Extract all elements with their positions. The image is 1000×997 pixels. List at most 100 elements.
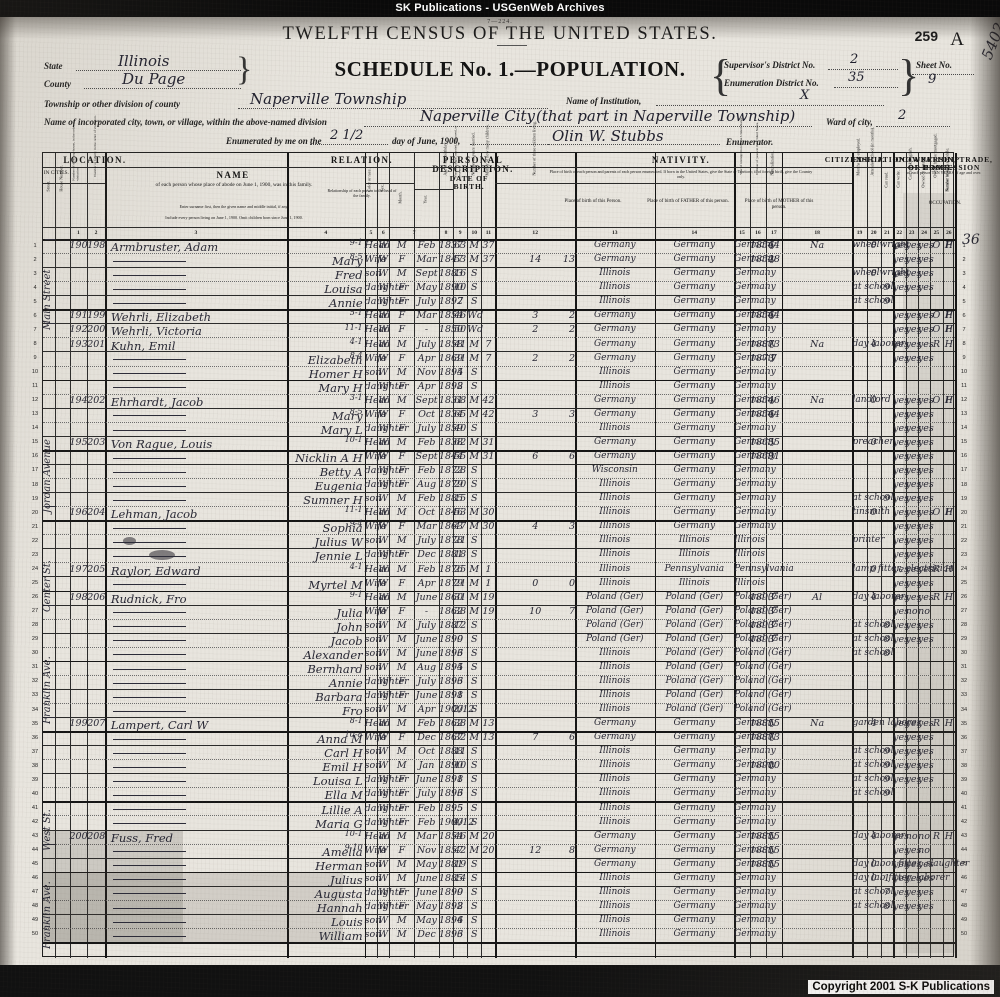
color-or-race: W [378,760,389,772]
marital-status: S [470,549,478,561]
color-or-race: W [378,591,389,603]
relation-to-head: Head [364,310,391,322]
column-rule [55,153,57,958]
sex: F [398,324,406,336]
can-speak-english: yes [917,718,934,730]
color-or-race: W [378,310,389,322]
birthplace-father: Germany [673,844,716,855]
birth-month: Oct [418,746,435,758]
color-or-race: W [378,633,389,645]
family-number: 206 [87,591,106,603]
owned-or-rented: R [932,563,940,575]
row-number-left: 13 [31,411,39,418]
ditto-mark [112,809,186,811]
nativity-col14-caption: Place of birth of FATHER of this person. [647,199,729,204]
children-born: 3 [532,408,539,420]
sex: F [398,254,406,266]
row-rule [43,379,955,382]
column-number: 2 [94,230,98,236]
row-number-right: 1 [962,242,966,249]
naturalization: Na [810,338,825,350]
birthplace-person: Germany [593,732,636,743]
birthplace-person: Illinois [599,563,631,574]
marital-status: S [470,647,478,659]
year-of-immigration: 1856 [749,240,775,252]
years-married: 37 [482,240,495,252]
row-number-right: 35 [960,720,968,727]
birth-month: July [417,788,436,800]
birth-month: - [424,605,429,617]
birthplace-father: Germany [673,240,716,251]
column-caption-vertical: Number of dwelling-house, in the order o… [71,121,80,181]
can-speak-english: yes [917,886,934,898]
color-or-race: W [378,268,389,280]
birth-year: 1894 [438,915,464,926]
relation-to-head: son [364,268,382,280]
person-name: Fro [342,704,363,719]
population-schedule-table: LOCATION. NAME of each person whose plac… [32,115,992,958]
birth-month: Dec [417,732,436,744]
birthplace-mother: Germany [734,886,776,897]
ditto-mark [112,274,186,276]
color-or-race: W [378,535,389,547]
relation-to-head: Head [364,394,391,406]
birthplace-mother: Germany [734,858,776,869]
row-rule [43,576,955,578]
bottom-watermark-bar: Copyright 2001 S-K Publications [0,965,1000,997]
township-label: Township or other division of county [44,99,180,109]
person-name: Anna M [317,732,363,747]
sex: F [398,380,406,392]
birthplace-father: Germany [673,493,716,504]
person-name: Mary [332,254,363,269]
can-speak-english: yes [917,422,934,434]
birth-year: 1879 [438,577,464,589]
years-in-us: 7 [770,352,777,364]
street-bracket [45,843,55,845]
ditto-mark [112,781,186,782]
person-name: Jacob [330,633,363,648]
row-number-left: 32 [31,678,39,685]
dwelling-number: 199 [69,718,88,730]
occupation: wheelwright [852,240,909,250]
row-rule [43,253,955,255]
year-of-immigration: 1885 [749,830,775,842]
institution-value: X [800,88,810,103]
person-name: Fred [335,268,363,283]
column-caption-vertical: Year of immigration to the United States… [738,117,743,175]
birthplace-mother: Germany [734,324,776,335]
farm-or-house: H [944,591,953,603]
occupation: day laborer [852,591,905,602]
marital-status: S [470,872,478,884]
row-rule [43,871,955,874]
marital-status: M [469,394,480,406]
age: 41 [454,338,467,350]
birth-year: 1854 [438,830,464,842]
birthplace-mother: Germany [734,338,776,349]
farm-or-house: H [944,310,953,322]
birthplace-person: Germany [593,718,636,729]
farm-or-house: H [944,338,953,350]
age: 50 [454,324,467,336]
row-number-left: 41 [31,804,39,811]
group-header-name: NAME [216,170,250,180]
birth-year: 1887 [438,619,464,631]
age: 19 [454,858,467,870]
relation-to-head: Head [364,240,391,252]
column-caption-vertical: Street. [45,180,51,192]
marital-status: M [469,240,480,252]
ditto-mark [112,584,186,586]
row-rule [43,927,955,929]
marital-status: M [469,451,480,463]
row-rule [43,351,955,353]
birth-month: Feb [417,718,436,730]
column-rule [893,153,895,958]
row-number-left: 49 [31,917,39,924]
can-read: yes [893,240,909,252]
marital-status: S [470,774,478,786]
color-or-race: W [378,282,389,294]
birthplace-person: Illinois [599,535,631,546]
color-or-race: W [378,718,389,730]
street-name: Center St. [42,559,53,612]
birth-month: Mar [416,254,437,266]
years-married: 20 [482,844,495,856]
